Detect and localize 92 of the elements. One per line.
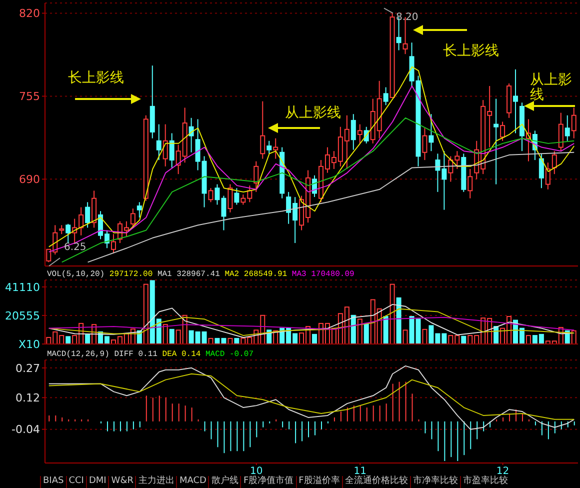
candlestick [228,184,233,213]
candlestick [513,68,518,134]
candlestick [260,100,266,160]
candlestick [130,208,136,228]
annotation: 长上影线 [68,70,124,86]
line-series [48,373,575,420]
bar [169,328,174,344]
candlestick [564,114,570,142]
candlestick [571,107,576,139]
candlestick [538,153,544,189]
bar [571,330,576,344]
candlestick [468,168,473,199]
candlestick [422,128,428,161]
bar [357,318,362,344]
annotation: 从上影线 [285,105,341,121]
text: DIFF 0.11 [114,350,158,359]
candlestick [552,150,557,175]
line-series [48,308,575,336]
bar [162,324,168,344]
bar [312,334,317,344]
candlestick [162,124,168,167]
bar [143,284,148,344]
bar [350,314,356,344]
y-tick-label: 0.12 [16,392,40,405]
text: CCI [66,476,86,488]
y-tick-label: -0.04 [12,423,40,436]
annotation: 从上影线 [530,72,572,103]
candlestick [208,188,214,203]
y-tick-label: 755 [19,90,40,104]
candlestick [273,138,278,160]
bar [85,334,90,344]
y-tick-label: 820 [19,7,40,20]
text: MA2 268549.91 [224,270,288,279]
y-tick-label: 0.27 [16,362,40,375]
text: 市净率比较 [410,476,460,488]
annotation: 8.20 [396,12,418,24]
line-series [61,117,575,263]
candlestick [66,223,71,244]
bar [461,336,466,344]
text: BIAS [40,476,66,488]
bar [402,330,408,344]
candlestick [169,132,174,168]
text: DMI [86,476,108,488]
bar [364,322,369,344]
line-series [87,152,575,263]
chart-title: VOL(5,10,20) [47,270,106,279]
candlestick [254,160,259,192]
candlestick [85,202,90,228]
y-tick-label: 690 [19,173,40,186]
candlestick [357,124,362,144]
candlestick [558,112,564,152]
candlestick [136,202,142,218]
text: F股溢价率 [296,476,342,488]
text: W&R [108,476,136,488]
text: 297172.00 [109,270,154,279]
y-tick-label: 20555 [5,309,40,322]
candlestick [266,140,272,154]
bar [526,335,531,344]
candlestick [110,234,116,254]
candlestick [234,188,240,206]
text: MA3 170480.09 [292,270,354,279]
text: DEA 0.14 [162,350,202,359]
bar [234,338,240,344]
chart-title: MACD(12,26,9) [47,350,110,359]
text: MA1 328967.41 [157,270,221,279]
candlestick [428,114,434,152]
line-series [48,316,575,331]
candlestick [350,114,356,150]
text: 全流通价格比较 [342,476,410,488]
bar [396,297,402,344]
text: 散户线 [208,476,240,488]
candlestick [188,117,194,153]
text: F股净值市值 [240,476,296,488]
candlestick [494,98,499,185]
text: 主力进出 [135,476,176,488]
bar [228,338,233,344]
bar [422,328,428,344]
bar [208,338,214,344]
bar [383,316,388,344]
candlestick [500,121,506,142]
annotation: 长上影线 [443,43,499,59]
candlestick [156,124,162,161]
candlestick [383,86,388,106]
line-series [48,365,575,430]
text: 市盈率比较 [460,476,510,488]
bar [66,336,71,344]
y-tick-label: 41110 [5,280,40,294]
text: MACD -0.07 [205,350,254,359]
y-tick-label: X10 [18,338,40,351]
bar [390,284,395,344]
annotation: 6.25 [64,242,86,253]
text: MACD [176,476,208,488]
